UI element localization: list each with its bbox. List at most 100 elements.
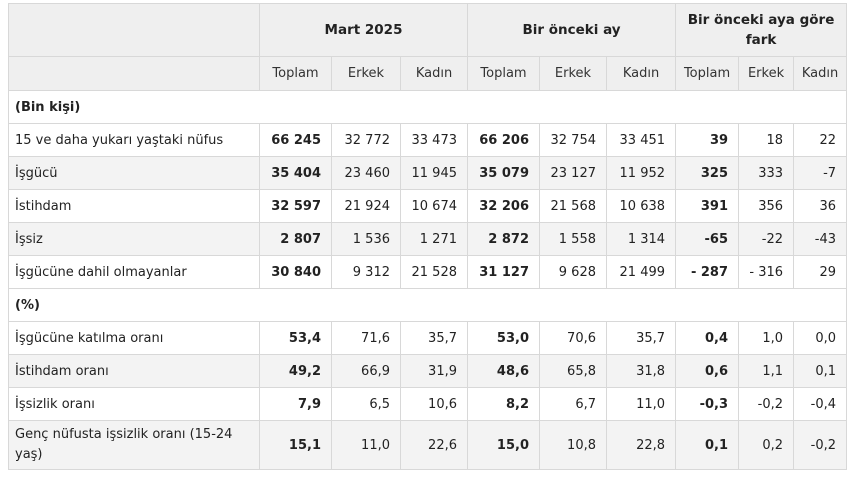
row-value-cell: 325 <box>675 156 740 190</box>
row-value-cell: 15,1 <box>259 420 332 470</box>
row-value-cell: 6,7 <box>539 387 607 421</box>
row-value-cell: 32 597 <box>259 189 332 223</box>
row-value-cell: 49,2 <box>259 354 332 388</box>
row-value-cell: 10,8 <box>539 420 607 470</box>
row-value-cell: 22,6 <box>400 420 468 470</box>
row-value-cell: 35,7 <box>605 321 677 355</box>
row-value-cell: -7 <box>793 156 848 190</box>
row-value-cell: 23 127 <box>539 156 607 190</box>
table-row: İşgücüne dahil olmayanlar 30 840 9 312 21 5… <box>8 255 848 289</box>
row-value-cell: 48,6 <box>467 354 540 388</box>
row-value-cell: 39 <box>675 123 740 157</box>
row-value-cell: 31,8 <box>605 354 677 388</box>
row-value-cell: - 316 <box>738 255 795 289</box>
section-header-row: (%) <box>7 288 848 322</box>
row-value-cell: 22 <box>793 123 848 157</box>
header-sub-female: Kadın <box>400 56 468 91</box>
header-sub-blank <box>8 56 260 91</box>
row-label: İşsizlik oranı <box>8 387 260 421</box>
row-value-cell: 31,9 <box>400 354 468 388</box>
table-row: İşsizlik oranı 7,9 6,5 10,6 8,2 6,7 11,0 -0,3 -0… <box>8 387 848 421</box>
row-value-cell: 391 <box>675 189 740 223</box>
row-value-cell: 21 924 <box>331 189 401 223</box>
row-value-cell: 32 754 <box>539 123 607 157</box>
section-header-row: (Bin kişi) <box>7 90 848 124</box>
row-label: İstihdam <box>8 189 260 223</box>
row-value-cell: 15,0 <box>467 420 540 470</box>
header-blank-cell <box>8 3 260 57</box>
row-value-cell: 10,6 <box>400 387 468 421</box>
row-value-cell: 66 245 <box>259 123 332 157</box>
header-sub-female: Kadın <box>605 56 677 91</box>
header-group-difference: Bir önceki aya göre fark <box>675 3 848 57</box>
row-value-cell: 23 460 <box>331 156 401 190</box>
header-group-previous: Bir önceki ay <box>466 3 677 57</box>
row-value-cell: 32 206 <box>467 189 540 223</box>
row-value-cell: 0,4 <box>675 321 740 355</box>
row-value-cell: 33 451 <box>605 123 677 157</box>
table-row: İstihdam oranı 49,2 66,9 31,9 48,6 65,8 31,8 0,… <box>8 354 848 388</box>
row-label: İstihdam oranı <box>8 354 260 388</box>
row-value-cell: 36 <box>793 189 848 223</box>
row-value-cell: 0,1 <box>793 354 848 388</box>
row-value-cell: -0,3 <box>675 387 740 421</box>
row-value-cell: 9 312 <box>331 255 401 289</box>
row-value-cell: 35 404 <box>259 156 332 190</box>
row-value-cell: 21 568 <box>539 189 607 223</box>
row-value-cell: 0,1 <box>675 420 740 470</box>
row-value-cell: 53,0 <box>467 321 540 355</box>
row-value-cell: 18 <box>738 123 795 157</box>
row-value-cell: 0,2 <box>738 420 795 470</box>
table-row: İstihdam 32 597 21 924 10 674 32 206 21 568 10… <box>8 189 848 223</box>
header-sub-row: Toplam Erkek Kadın Toplam Erkek Kadın To… <box>8 56 848 91</box>
row-label: İşsiz <box>8 222 260 256</box>
table-row: İşgücü 35 404 23 460 11 945 35 079 23 127 11 9… <box>8 156 848 190</box>
header-sub-total: Toplam <box>467 56 540 91</box>
row-value-cell: 1,1 <box>738 354 795 388</box>
row-value-cell: - 287 <box>675 255 740 289</box>
row-value-cell: 21 499 <box>605 255 677 289</box>
row-value-cell: 29 <box>793 255 848 289</box>
row-value-cell: 35 079 <box>467 156 540 190</box>
row-label: İşgücüne dahil olmayanlar <box>8 255 260 289</box>
row-value-cell: 1 271 <box>400 222 468 256</box>
row-value-cell: 22,8 <box>605 420 677 470</box>
row-value-cell: -0,2 <box>738 387 795 421</box>
header-group-row: Mart 2025 Bir önceki ay Bir önceki aya g… <box>8 3 848 57</box>
table-body: (Bin kişi) 15 ve daha yukarı yaştaki nüfu… <box>7 90 848 470</box>
row-value-cell: -0,4 <box>793 387 848 421</box>
row-value-cell: 30 840 <box>259 255 332 289</box>
row-value-cell: 8,2 <box>467 387 540 421</box>
row-value-cell: 66,9 <box>331 354 401 388</box>
row-value-cell: 1 558 <box>539 222 607 256</box>
row-value-cell: 32 772 <box>331 123 401 157</box>
row-value-cell: 33 473 <box>400 123 468 157</box>
header-sub-total: Toplam <box>675 56 740 91</box>
row-value-cell: 333 <box>738 156 795 190</box>
row-value-cell: 1 536 <box>331 222 401 256</box>
row-value-cell: 11 945 <box>400 156 468 190</box>
row-value-cell: 11,0 <box>605 387 677 421</box>
row-value-cell: 31 127 <box>467 255 540 289</box>
row-value-cell: 11 952 <box>605 156 677 190</box>
table-row: İşgücüne katılma oranı 53,4 71,6 35,7 53,0 70… <box>8 321 848 355</box>
header-sub-total: Toplam <box>259 56 332 91</box>
row-value-cell: 11,0 <box>331 420 401 470</box>
row-value-cell: 10 674 <box>400 189 468 223</box>
row-value-cell: 10 638 <box>605 189 677 223</box>
section-title: (%) <box>7 288 848 322</box>
row-value-cell: 21 528 <box>400 255 468 289</box>
row-value-cell: -22 <box>738 222 795 256</box>
row-value-cell: 6,5 <box>331 387 401 421</box>
row-value-cell: 53,4 <box>259 321 332 355</box>
header-sub-male: Erkek <box>738 56 795 91</box>
row-value-cell: 356 <box>738 189 795 223</box>
labour-stats-table: Mart 2025 Bir önceki ay Bir önceki aya g… <box>7 3 848 470</box>
row-value-cell: 1 314 <box>605 222 677 256</box>
header-sub-male: Erkek <box>331 56 401 91</box>
row-value-cell: 70,6 <box>539 321 607 355</box>
row-value-cell: 66 206 <box>467 123 540 157</box>
table-row: İşsiz 2 807 1 536 1 271 2 872 1 558 1 314 -65 -2… <box>8 222 848 256</box>
header-sub-male: Erkek <box>539 56 607 91</box>
row-value-cell: 0,0 <box>793 321 848 355</box>
